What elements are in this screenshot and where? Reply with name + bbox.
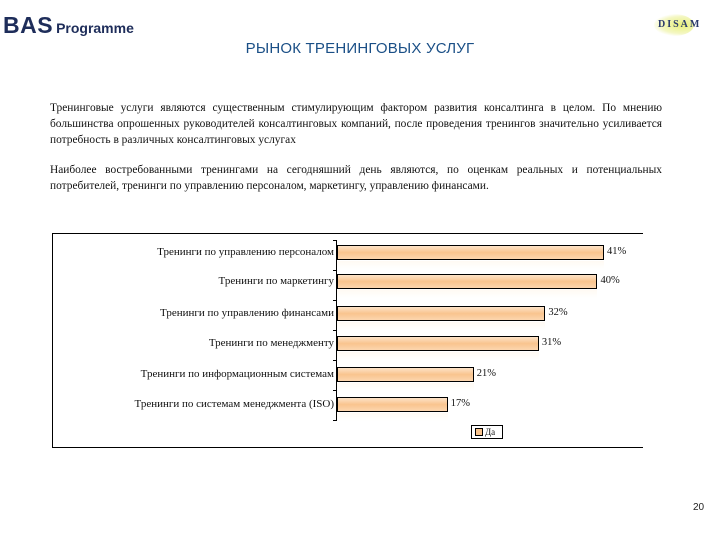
bar-reflection	[337, 383, 474, 391]
axis-tick	[333, 330, 337, 331]
logo-disam-text: DISAM	[658, 19, 702, 30]
value-label: 21%	[476, 368, 496, 379]
bar	[337, 397, 448, 412]
disam-logo: DISAM	[650, 10, 712, 40]
axis-tick	[333, 390, 337, 391]
legend-label: Да	[485, 427, 496, 437]
bar	[337, 306, 546, 321]
bar	[337, 367, 474, 382]
page-number: 20	[693, 502, 705, 513]
bar-reflection	[337, 322, 546, 330]
axis-tick	[333, 300, 337, 301]
axis-tick	[333, 270, 337, 271]
axis-tick	[333, 360, 337, 361]
axis-tick	[333, 240, 337, 241]
value-label: 41%	[607, 246, 627, 257]
value-label: 17%	[450, 398, 470, 409]
value-label: 32%	[548, 307, 568, 318]
category-label: Тренинги по системам менеджмента (ISO)	[134, 398, 334, 410]
value-label: 31%	[541, 337, 562, 348]
axis-tick	[333, 420, 337, 421]
findings-paragraph: Наиболее востребованными тренингами на с…	[50, 164, 662, 192]
bar-reflection	[337, 352, 539, 360]
intro-paragraph: Тренинговые услуги являются существенным…	[50, 102, 662, 146]
page-title: РЫНОК ТРЕНИНГОВЫХ УСЛУГ	[245, 40, 475, 57]
bar-reflection	[337, 413, 448, 421]
category-label: Тренинги по управлению персоналом	[157, 246, 334, 258]
chart-legend: Да	[471, 425, 503, 439]
chart-area	[52, 233, 643, 448]
logo-bas-text: BAS	[3, 12, 54, 38]
category-label: Тренинги по менеджменту	[208, 337, 334, 349]
disam-swoosh-icon	[654, 14, 694, 36]
category-label: Тренинги по информационным системам	[140, 368, 334, 380]
bar-reflection	[337, 290, 598, 298]
logo-programme-text: Programme	[56, 20, 134, 36]
bas-programme-logo: BAS Programme	[3, 12, 134, 39]
bar	[337, 274, 598, 289]
legend-swatch-icon	[475, 428, 483, 436]
bar-reflection	[337, 261, 604, 269]
category-label: Тренинги по управлению финансами	[160, 307, 334, 319]
bar	[337, 245, 604, 260]
bar	[337, 336, 539, 351]
value-label: 40%	[600, 275, 620, 286]
category-label: Тренинги по маркетингу	[218, 275, 334, 287]
